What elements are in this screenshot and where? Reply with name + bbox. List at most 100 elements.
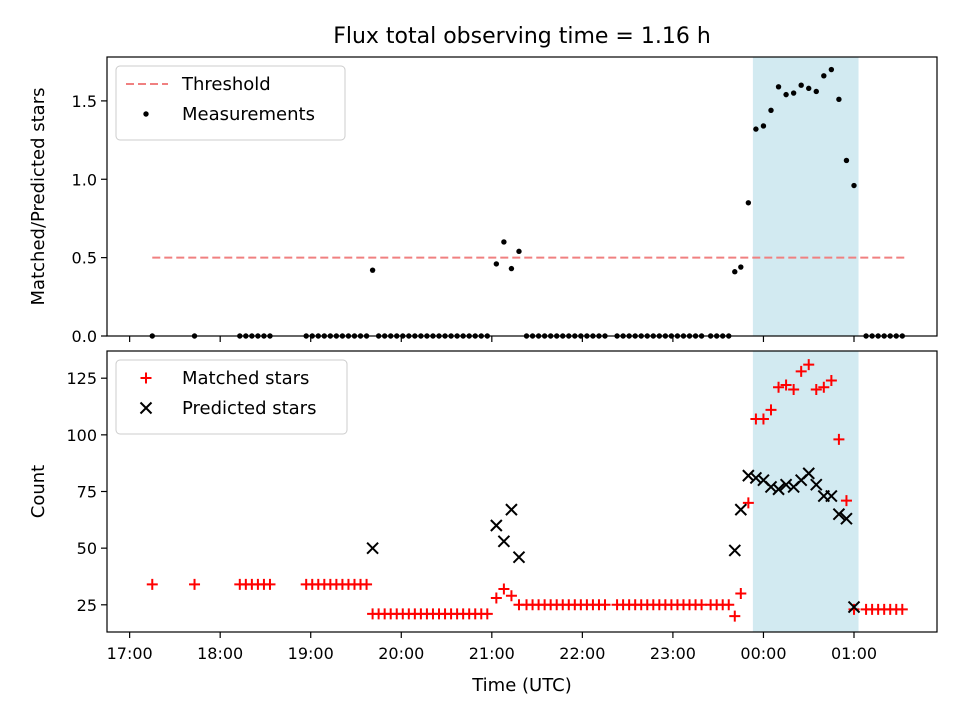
x-axis-label: Time (UTC) [471, 675, 572, 696]
measurement-point [508, 265, 515, 272]
measurement-point [753, 126, 759, 132]
matched-star-point [795, 365, 807, 377]
predicted-star-point [490, 519, 503, 532]
y-tick-label: 50 [77, 539, 97, 558]
measurement-point [790, 90, 797, 96]
measurement-point [732, 269, 738, 275]
y-tick-label: 75 [77, 483, 97, 502]
y-tick-label: 0.5 [72, 249, 97, 268]
legend-predicted-swatch [139, 401, 153, 415]
predicted-star-point [810, 478, 823, 491]
x-tick-label: 21:00 [469, 644, 515, 663]
matched-star-point [599, 599, 611, 611]
measurement-point [493, 261, 500, 267]
count-panel: 25 50 75 100 125 17:00 18:00 19:00 20:00 21:00 22:… [28, 350, 938, 663]
legend-label: Measurements [182, 104, 315, 125]
matched-star-point [896, 603, 908, 615]
x-tick-label: 22:00 [559, 644, 605, 663]
axes-frame [106, 56, 938, 337]
chart-title: Flux total observing time = 1.16 h [333, 24, 711, 49]
predicted-star-point [779, 478, 793, 491]
x-tick-label: 19:00 [288, 644, 334, 663]
measurement-point [783, 91, 789, 98]
measurement-point [806, 85, 812, 92]
predicted-star-point [497, 535, 511, 548]
matched-star-point [729, 610, 741, 622]
measurement-point [828, 66, 835, 73]
measurement-point [745, 200, 752, 206]
legend-box [115, 359, 348, 435]
predicted-star-point [734, 503, 748, 516]
matched-star-point [361, 578, 373, 590]
predicted-star-point [728, 544, 741, 557]
predicted-star-point [742, 469, 755, 482]
measurement-point [768, 107, 774, 113]
y-tick-label: 1.0 [72, 170, 97, 189]
measurement-point [836, 96, 842, 103]
ratio-panel: 0.0 0.5 1.0 1.5 Matched/Predicted stars Thres… [28, 56, 938, 346]
predicted-star-point [832, 507, 846, 521]
matched-star-point [833, 433, 845, 445]
predicted-star-point [772, 483, 785, 496]
matched-star-point [825, 374, 837, 386]
y-tick-label: 125 [66, 369, 97, 388]
x-tick-label: 17:00 [107, 644, 153, 663]
y-tick-label: 0.0 [72, 327, 97, 346]
matched-star-point [810, 384, 822, 396]
y-tick-label: 25 [77, 596, 97, 615]
observing-interval-shade [752, 57, 859, 336]
matched-star-point [840, 495, 852, 507]
legend-measurement-swatch [143, 111, 149, 117]
measurement-point [813, 88, 819, 95]
x-tick-label: 01:00 [831, 644, 877, 663]
matched-star-point [757, 413, 769, 425]
matched-star-point [146, 578, 158, 590]
legend: Threshold Measurements [115, 65, 346, 141]
matched-star-point [498, 583, 510, 595]
predicted-star-point [505, 503, 518, 516]
predicted-star-point [764, 480, 778, 494]
legend-matched-swatch [140, 372, 152, 384]
y-axis-label: Count [28, 465, 49, 518]
observing-interval-shade [752, 351, 859, 632]
predicted-star-point [749, 471, 763, 485]
legend-box [115, 65, 346, 141]
matched-star-point [803, 359, 815, 371]
measurement-point [738, 264, 744, 270]
legend: Matched stars Predicted stars [115, 359, 348, 435]
measurement-point [516, 248, 522, 255]
y-tick-label: 100 [66, 426, 97, 445]
matched-star-point [765, 404, 777, 416]
x-tick-label: 00:00 [740, 644, 786, 663]
predicted-star-point [840, 512, 853, 525]
x-tick-label: 18:00 [197, 644, 243, 663]
matched-star-point [723, 599, 735, 611]
legend-label: Threshold [181, 74, 271, 95]
matched-star-point [189, 578, 201, 590]
measurement-point [798, 82, 804, 88]
matched-star-point [780, 379, 792, 391]
matched-star-point [742, 497, 754, 509]
x-tick-label: 20:00 [378, 644, 424, 663]
predicted-star-point [825, 489, 838, 503]
measurement-point [501, 239, 507, 245]
matched-star-point [490, 592, 502, 604]
measurement-point [851, 182, 857, 189]
matched-star-point [264, 578, 276, 590]
matched-star-point [481, 608, 493, 620]
measurement-point [369, 267, 376, 273]
predicted-star-point [366, 541, 379, 555]
legend-label: Matched stars [182, 368, 309, 389]
y-axis-label: Matched/Predicted stars [28, 88, 49, 306]
predicted-star-point [847, 600, 861, 614]
y-tick-label: 1.5 [72, 92, 97, 111]
matched-star-point [735, 587, 747, 599]
measurement-point [775, 84, 782, 90]
predicted-star-point [802, 467, 815, 480]
x-tick-label: 23:00 [650, 644, 696, 663]
matched-star-point [788, 384, 800, 396]
matched-star-point [773, 381, 785, 393]
matched-star-point [505, 590, 517, 602]
matched-star-point [818, 381, 830, 393]
